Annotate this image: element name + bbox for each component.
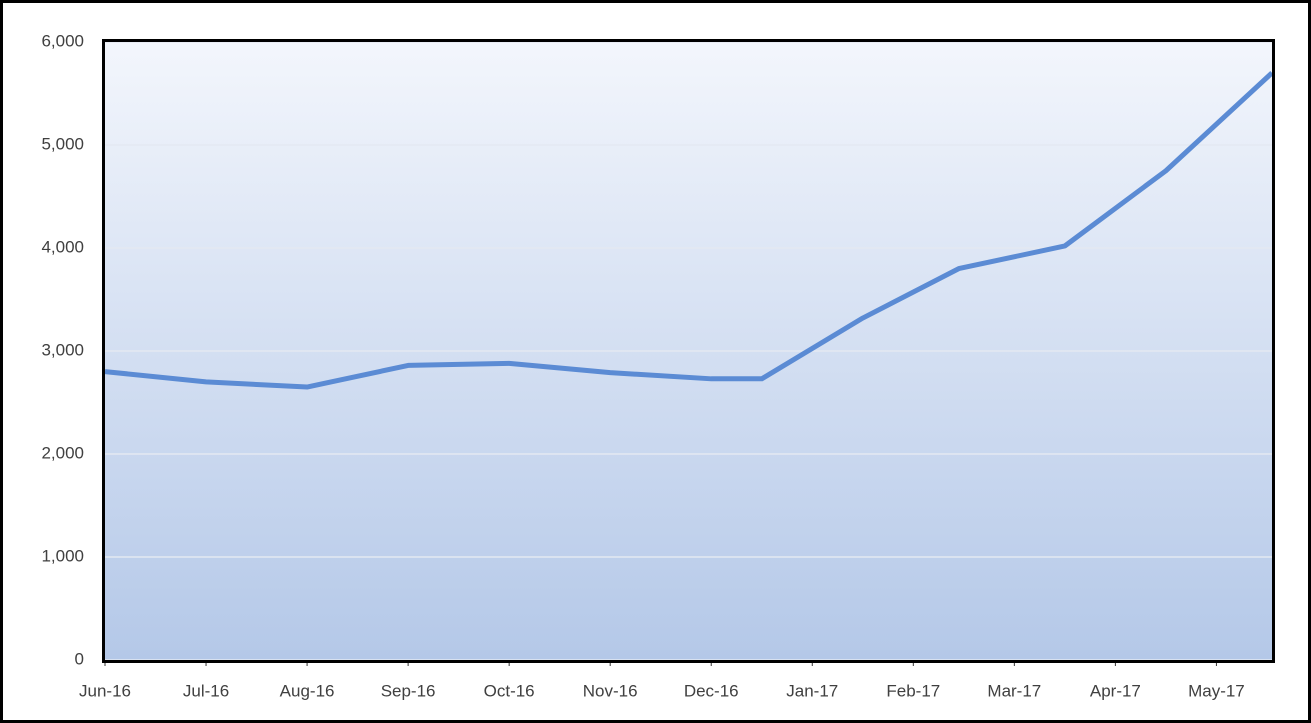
y-tick-label: 3,000: [41, 340, 84, 359]
data-line: [104, 71, 1274, 390]
y-tick-label: 4,000: [41, 237, 84, 256]
y-tick-label: 1,000: [41, 546, 84, 565]
y-tick-label: 0: [75, 649, 84, 668]
x-tick-label: Jul-16: [183, 681, 229, 700]
y-tick-label: 2,000: [41, 443, 84, 462]
x-tick-label: Aug-16: [280, 681, 335, 700]
x-tick-label: Jan-17: [786, 681, 838, 700]
plot-border: [102, 39, 1275, 663]
x-tick-label: Sep-16: [381, 681, 436, 700]
x-tick-label: May-17: [1188, 681, 1245, 700]
x-tick-label: Jun-16: [79, 681, 131, 700]
x-tick-label: Mar-17: [987, 681, 1041, 700]
x-tick-label: Feb-17: [886, 681, 940, 700]
x-tick-label: Apr-17: [1090, 681, 1141, 700]
y-tick-label: 6,000: [41, 31, 84, 50]
y-tick-label: 5,000: [41, 134, 84, 153]
x-tick-label: Dec-16: [684, 681, 739, 700]
x-tick-label: Nov-16: [583, 681, 638, 700]
x-tick-label: Oct-16: [484, 681, 535, 700]
